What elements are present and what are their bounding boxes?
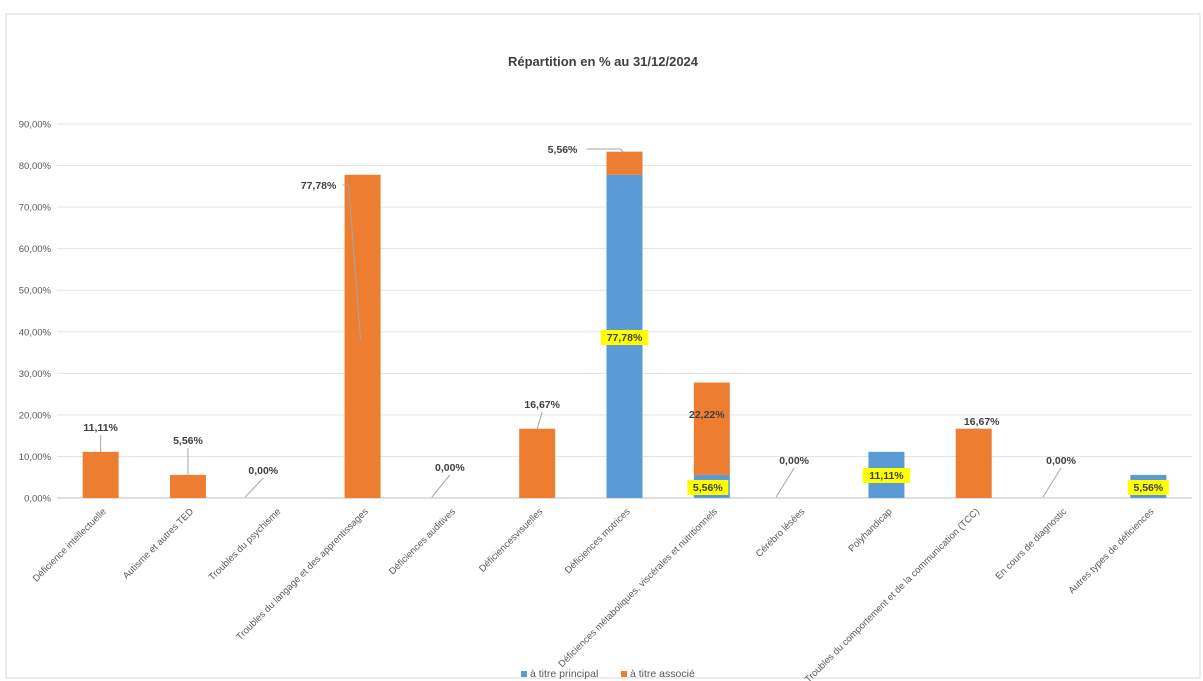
- legend-label: à titre principal: [530, 668, 598, 680]
- y-tick-label: 80,00%: [19, 161, 52, 172]
- leader-line: [244, 477, 264, 498]
- y-tick-label: 20,00%: [19, 410, 52, 421]
- data-label-highlight: [600, 330, 649, 345]
- y-tick-label: 70,00%: [19, 203, 52, 214]
- leader-line: [431, 474, 451, 498]
- legend-swatch: [521, 671, 527, 677]
- data-label: 11,11%: [83, 422, 118, 434]
- label-leader-lines: [100, 148, 1062, 498]
- legend: à titre principal à titre associé: [521, 668, 695, 680]
- leader-line: [342, 184, 362, 341]
- data-label: 0,00%: [1046, 455, 1076, 467]
- data-label: 16,67%: [964, 416, 1000, 428]
- y-tick-label: 50,00%: [19, 286, 52, 297]
- data-label: 22,22%: [689, 409, 725, 421]
- data-label-highlight: [687, 480, 729, 495]
- leader-line: [1042, 467, 1062, 498]
- data-label: 5,56%: [548, 144, 578, 156]
- leader-line: [536, 411, 543, 429]
- bar-segment-associe: [169, 474, 206, 498]
- leader-line: [586, 148, 625, 155]
- bar-segment-associe: [344, 174, 381, 498]
- y-tick-label: 60,00%: [19, 244, 52, 255]
- y-tick-label: 90,00%: [19, 120, 52, 131]
- data-label-highlight: [862, 468, 911, 483]
- data-labels: 11,11% 5,56% 0,00% 77,78% 0,00% 16,67% 5,56% 77…: [83, 144, 1169, 495]
- y-axis-ticks: 0,00% 10,00% 20,00% 30,00% 40,00% 50,00% 60,00…: [19, 120, 52, 505]
- bar-segment-associe: [519, 428, 556, 498]
- chart-border: [5, 13, 1201, 679]
- leader-line: [775, 467, 795, 498]
- y-tick-label: 0,00%: [24, 494, 51, 505]
- y-tick-label: 40,00%: [19, 327, 52, 338]
- data-label: 77,78%: [607, 332, 643, 344]
- data-label-highlight: [1127, 480, 1169, 495]
- data-label: 5,56%: [693, 482, 723, 494]
- data-label: 77,78%: [301, 180, 337, 192]
- legend-swatch: [621, 671, 627, 677]
- y-tick-label: 10,00%: [19, 452, 52, 463]
- bar-segment-associe: [693, 382, 730, 475]
- bar-segment-associe: [82, 451, 119, 498]
- bar-segment-associe: [606, 151, 643, 175]
- data-label: 0,00%: [779, 455, 809, 467]
- data-label: 0,00%: [435, 462, 465, 474]
- data-label: 5,56%: [1133, 482, 1163, 494]
- data-label: 0,00%: [248, 465, 278, 477]
- data-label: 11,11%: [869, 470, 904, 482]
- chart-title: Répartition en % au 31/12/2024: [508, 54, 699, 69]
- bar-segment-associe: [955, 428, 992, 498]
- y-tick-label: 30,00%: [19, 369, 52, 380]
- legend-label: à titre associé: [630, 668, 695, 680]
- data-label: 5,56%: [173, 435, 203, 447]
- data-label: 16,67%: [524, 399, 560, 411]
